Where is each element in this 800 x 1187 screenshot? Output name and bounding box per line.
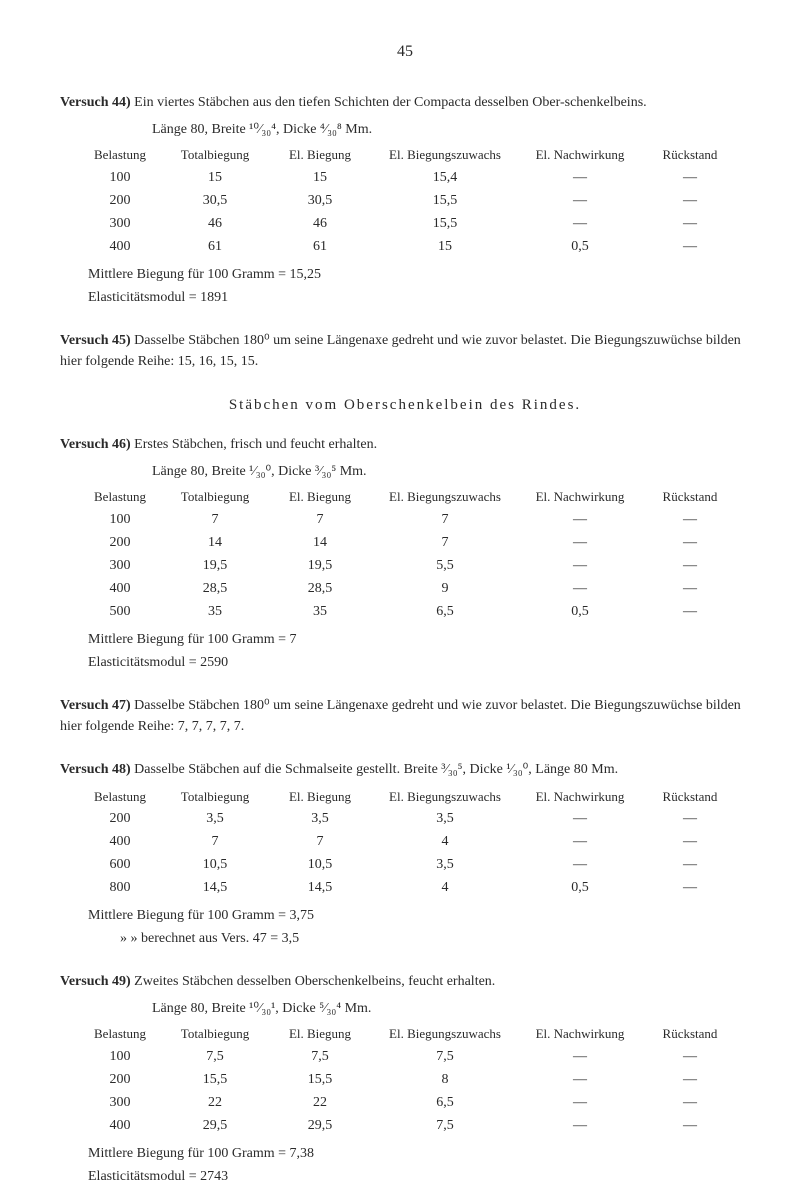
v44-body: 100151515,4——20030,530,515,5——300464615,… bbox=[80, 166, 740, 258]
v44-header-row: Belastung Totalbiegung El. Biegung El. B… bbox=[80, 144, 740, 166]
table-row: 20030,530,515,5—— bbox=[80, 189, 740, 212]
v48-title: Versuch 48) bbox=[60, 762, 131, 777]
table-row: 100151515,4—— bbox=[80, 166, 740, 189]
v44-table: Belastung Totalbiegung El. Biegung El. B… bbox=[80, 144, 740, 258]
versuch-48: Versuch 48) Dasselbe Stäbchen auf die Sc… bbox=[60, 759, 750, 950]
v46-mid: Mittlere Biegung für 100 Gramm = 7 bbox=[88, 629, 750, 650]
v49-text: Zweites Stäbchen desselben Oberschenkelb… bbox=[134, 974, 495, 989]
v46-sub: Länge 80, Breite ¹⁄₃₀⁰, Dicke ³⁄₃₀⁵ Mm. bbox=[152, 461, 750, 482]
table-row: 80014,514,540,5— bbox=[80, 876, 740, 899]
v47-text: Dasselbe Stäbchen 180⁰ um seine Längenax… bbox=[60, 698, 741, 734]
v49-mid: Mittlere Biegung für 100 Gramm = 7,38 bbox=[88, 1143, 750, 1164]
table-row: 20014147—— bbox=[80, 531, 740, 554]
v46-text: Erstes Stäbchen, frisch und feucht erhal… bbox=[134, 437, 377, 452]
table-row: 30019,519,55,5—— bbox=[80, 554, 740, 577]
v49-body: 1007,57,57,5——20015,515,58——30022226,5——… bbox=[80, 1045, 740, 1137]
v44-mid: Mittlere Biegung für 100 Gramm = 15,25 bbox=[88, 264, 750, 285]
v49-header-row: Belastung Totalbiegung El. Biegung El. B… bbox=[80, 1023, 740, 1045]
table-row: 4006161150,5— bbox=[80, 235, 740, 258]
v49-title: Versuch 49) bbox=[60, 974, 131, 989]
versuch-47: Versuch 47) Dasselbe Stäbchen 180⁰ um se… bbox=[60, 695, 750, 737]
v49-emod: Elasticitätsmodul = 2743 bbox=[88, 1166, 750, 1187]
v45-title: Versuch 45) bbox=[60, 333, 131, 348]
v46-title: Versuch 46) bbox=[60, 437, 131, 452]
v46-emod: Elasticitätsmodul = 2590 bbox=[88, 652, 750, 673]
versuch-44: Versuch 44) Ein viertes Stäbchen aus den… bbox=[60, 92, 750, 308]
v44-title: Versuch 44) bbox=[60, 95, 131, 110]
v44-text: Ein viertes Stäbchen aus den tiefen Schi… bbox=[134, 95, 647, 110]
v46-body: 100777——20014147——30019,519,55,5——40028,… bbox=[80, 508, 740, 623]
v44-emod: Elasticitätsmodul = 1891 bbox=[88, 287, 750, 308]
table-row: 30022226,5—— bbox=[80, 1091, 740, 1114]
page-number: 45 bbox=[60, 40, 750, 64]
table-row: 100777—— bbox=[80, 508, 740, 531]
table-row: 40029,529,57,5—— bbox=[80, 1114, 740, 1137]
v46-table: Belastung Totalbiegung El. Biegung El. B… bbox=[80, 486, 740, 623]
section-title: Stäbchen vom Oberschenkelbein des Rindes… bbox=[60, 394, 750, 417]
table-row: 2003,53,53,5—— bbox=[80, 807, 740, 830]
table-row: 300464615,5—— bbox=[80, 212, 740, 235]
v48-text: Dasselbe Stäbchen auf die Schmalseite ge… bbox=[134, 762, 618, 777]
table-row: 400774—— bbox=[80, 830, 740, 853]
table-row: 20015,515,58—— bbox=[80, 1068, 740, 1091]
v45-text: Dasselbe Stäbchen 180⁰ um seine Längenax… bbox=[60, 333, 741, 369]
v48-berechnet: » » berechnet aus Vers. 47 = 3,5 bbox=[120, 928, 750, 949]
v48-mid: Mittlere Biegung für 100 Gramm = 3,75 bbox=[88, 905, 750, 926]
table-row: 50035356,50,5— bbox=[80, 600, 740, 623]
v48-table: Belastung Totalbiegung El. Biegung El. B… bbox=[80, 786, 740, 900]
v46-header-row: Belastung Totalbiegung El. Biegung El. B… bbox=[80, 486, 740, 508]
table-row: 60010,510,53,5—— bbox=[80, 853, 740, 876]
table-row: 1007,57,57,5—— bbox=[80, 1045, 740, 1068]
versuch-49: Versuch 49) Zweites Stäbchen desselben O… bbox=[60, 971, 750, 1187]
v49-table: Belastung Totalbiegung El. Biegung El. B… bbox=[80, 1023, 740, 1137]
v48-header-row: Belastung Totalbiegung El. Biegung El. B… bbox=[80, 786, 740, 808]
versuch-46: Versuch 46) Erstes Stäbchen, frisch und … bbox=[60, 434, 750, 673]
v49-sub: Länge 80, Breite ¹⁰⁄₃₀¹, Dicke ⁵⁄₃₀⁴ Mm. bbox=[152, 998, 750, 1019]
versuch-45: Versuch 45) Dasselbe Stäbchen 180⁰ um se… bbox=[60, 330, 750, 372]
table-row: 40028,528,59—— bbox=[80, 577, 740, 600]
v44-sub: Länge 80, Breite ¹⁰⁄₃₀⁴, Dicke ⁴⁄₃₀⁸ Mm. bbox=[152, 119, 750, 140]
v48-body: 2003,53,53,5——400774——60010,510,53,5——80… bbox=[80, 807, 740, 899]
v47-title: Versuch 47) bbox=[60, 698, 131, 713]
